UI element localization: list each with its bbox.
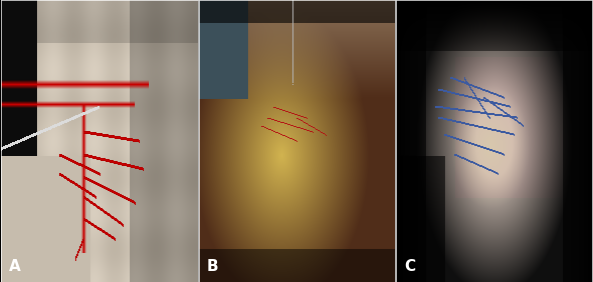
Text: A: A: [9, 259, 21, 274]
Text: C: C: [404, 259, 415, 274]
Text: B: B: [207, 259, 219, 274]
